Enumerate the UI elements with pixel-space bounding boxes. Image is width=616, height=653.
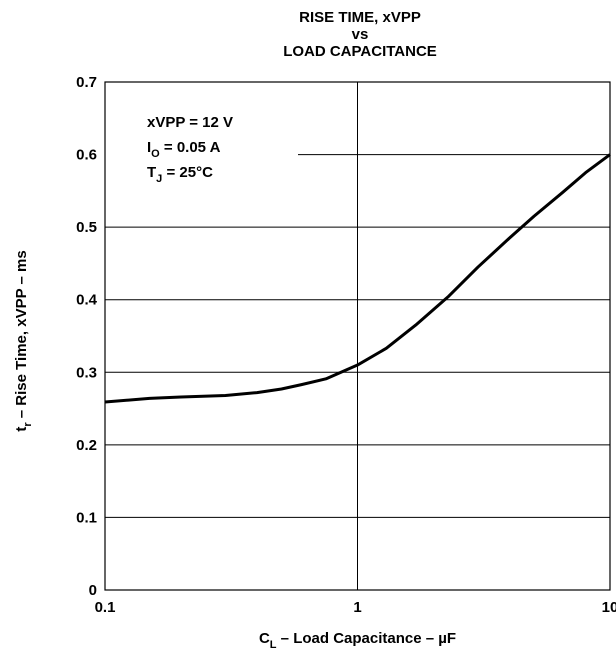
y-tick-label: 0.7 bbox=[76, 74, 97, 91]
x-axis-label: CL – Load Capacitance – µF bbox=[259, 630, 456, 651]
title-line-2: vs bbox=[352, 26, 369, 43]
title-line-1: RISE TIME, xVPP bbox=[299, 9, 421, 26]
series-group bbox=[104, 153, 611, 404]
y-tick-label: 0.4 bbox=[76, 292, 98, 309]
x-tick-label: 0.1 bbox=[95, 599, 116, 616]
condition-annotations: xVPP = 12 V IO = 0.05 A TJ = 25°C bbox=[147, 114, 233, 185]
x-tick-label: 10 bbox=[602, 599, 616, 616]
title-line-3: LOAD CAPACITANCE bbox=[283, 43, 437, 60]
plot-frame bbox=[104, 81, 611, 591]
axis-labels: CL – Load Capacitance – µF tr – Rise Time… bbox=[13, 250, 456, 651]
grid-lines bbox=[105, 82, 610, 590]
y-tick-label: 0.3 bbox=[76, 364, 97, 381]
annotation-2: IO = 0.05 A bbox=[147, 139, 221, 160]
series-line-1 bbox=[104, 153, 611, 404]
y-tick-label: 0 bbox=[89, 582, 97, 599]
y-tick-label: 0.6 bbox=[76, 147, 97, 164]
y-tick-label: 0.5 bbox=[76, 219, 97, 236]
tick-labels: 00.10.20.30.40.50.60.70.1 1 10 bbox=[76, 74, 616, 616]
y-tick-label: 0.2 bbox=[76, 437, 97, 454]
annotation-1: xVPP = 12 V bbox=[147, 114, 233, 131]
y-tick-label: 0.1 bbox=[76, 509, 97, 526]
y-axis-label: tr – Rise Time, xVPP – ms bbox=[13, 250, 34, 431]
annotation-3: TJ = 25°C bbox=[147, 164, 213, 185]
x-tick-label: 1 bbox=[353, 599, 361, 616]
